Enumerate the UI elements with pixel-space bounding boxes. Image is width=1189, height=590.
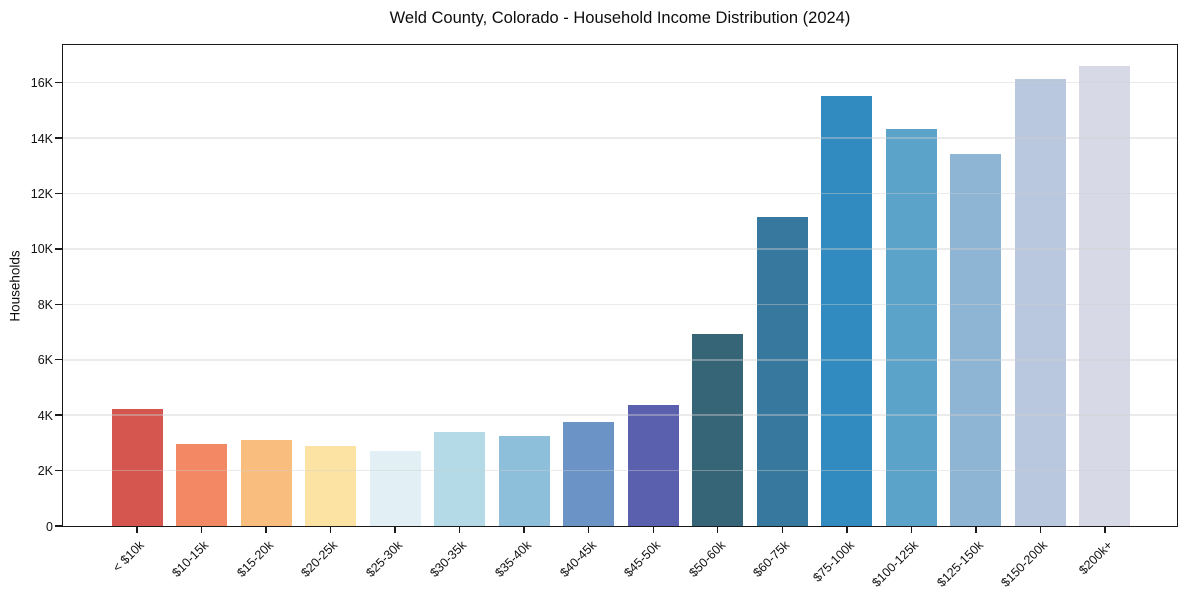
bar-60-75k: [756, 217, 808, 526]
plot-area: 0 2K 4K 6K 8K 10K 12K 14K 16K < $10k $10-15k $15-2…: [31, 44, 1178, 590]
bar-20-25k: [305, 445, 357, 526]
gridline-16K: [63, 81, 1177, 84]
bar-40-45k: [563, 422, 615, 526]
y-tick-label: 12K: [30, 187, 53, 202]
y-tick-mark: [54, 82, 62, 84]
bar-35-40k: [498, 436, 550, 526]
x-tick-mark: [1104, 526, 1106, 533]
y-tick-mark: [54, 192, 62, 195]
bar-125-150k: [950, 154, 1002, 526]
x-tick-mark: [717, 526, 719, 533]
gridline-10K: [63, 248, 1177, 250]
x-tick-label: $50-60k: [685, 538, 728, 580]
x-tick-label: $150-200k: [998, 538, 1051, 590]
x-tick-mark: [136, 526, 138, 533]
bar-10k: [111, 409, 163, 526]
bar-50-60k: [692, 334, 744, 526]
y-tick-mark: [54, 469, 62, 472]
chart-title: Weld County, Colorado - Household Income…: [389, 9, 851, 27]
gridline-14K: [63, 137, 1177, 139]
y-tick-mark: [54, 303, 62, 306]
x-tick-label: $20-25k: [298, 538, 341, 580]
x-tick-mark: [1039, 526, 1042, 533]
bar-10-15k: [176, 444, 228, 526]
y-tick-mark: [54, 359, 62, 361]
x-tick-label: $10-15k: [169, 538, 212, 580]
gridline-6K: [63, 359, 1177, 361]
y-tick-mark: [54, 137, 62, 139]
x-tick-label: $100-125k: [869, 538, 922, 590]
x-tick-mark: [200, 526, 203, 533]
y-axis-title: Households: [7, 250, 23, 322]
bar-200k: [1079, 66, 1131, 526]
bar-45-50k: [627, 404, 679, 526]
x-tick-mark: [458, 526, 461, 533]
y-tick-mark: [54, 248, 62, 250]
gridline-2K: [63, 469, 1177, 472]
y-tick-label: 8K: [37, 297, 53, 312]
x-tick-mark: [394, 526, 396, 533]
x-tick-label: $60-75k: [750, 538, 793, 580]
bar-75-100k: [821, 96, 873, 526]
x-tick-mark: [588, 526, 590, 533]
bar-30-35k: [434, 431, 486, 526]
y-tick-label: 4K: [37, 408, 53, 423]
y-tick-label: 10K: [30, 242, 53, 257]
y-tick-mark: [54, 525, 62, 527]
x-tick-mark: [910, 526, 913, 533]
x-tick-mark: [846, 526, 848, 533]
gridline-4K: [63, 414, 1177, 416]
x-tick-mark: [781, 526, 783, 533]
y-tick-label: 16K: [30, 76, 53, 91]
bar-150-200k: [1014, 78, 1066, 526]
y-tick-label: 14K: [30, 131, 53, 146]
gridline-12K: [63, 192, 1177, 195]
bar-100-125k: [885, 129, 937, 526]
x-tick-mark: [523, 526, 525, 533]
bar-25-30k: [369, 450, 421, 526]
x-tick-mark: [265, 526, 267, 533]
x-tick-mark: [652, 526, 654, 533]
gridline-8K: [63, 303, 1177, 306]
x-tick-label: $30-35k: [427, 538, 470, 580]
x-tick-label: $15-20k: [234, 538, 277, 580]
x-tick-label: < $10k: [110, 538, 147, 575]
x-tick-label: $45-50k: [621, 538, 664, 580]
bar-15-20k: [240, 439, 292, 526]
y-tick-label: 2K: [37, 464, 53, 479]
x-tick-mark: [329, 526, 332, 533]
x-tick-label: $25-30k: [363, 538, 406, 580]
x-tick-label: $75-100k: [810, 538, 857, 585]
x-tick-label: $35-40k: [492, 538, 535, 580]
y-tick-label: 6K: [37, 353, 53, 368]
x-tick-label: $125-150k: [934, 538, 986, 590]
x-tick-label: $40-45k: [556, 538, 599, 580]
x-tick-label: $200k+: [1075, 538, 1115, 578]
y-tick-label: 0: [46, 519, 53, 534]
x-tick-mark: [975, 526, 977, 533]
y-tick-mark: [54, 414, 62, 416]
